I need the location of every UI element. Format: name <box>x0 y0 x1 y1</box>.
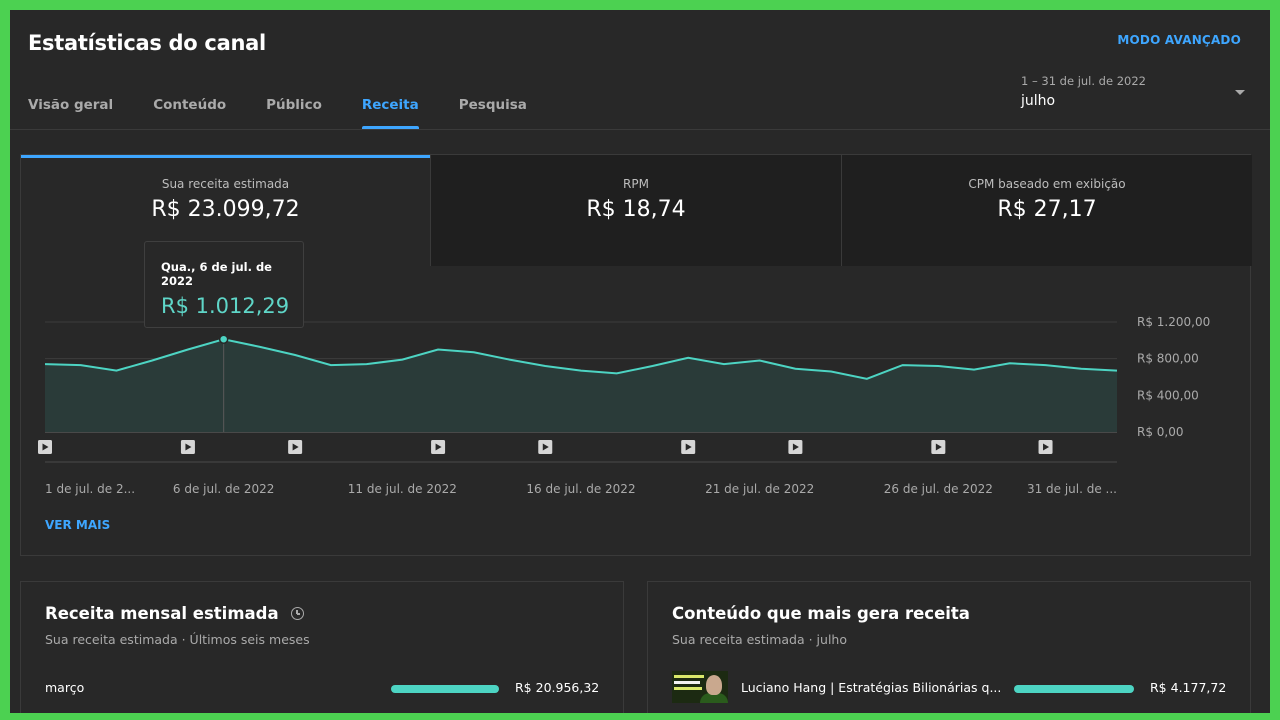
video-marker-icon[interactable] <box>1038 440 1053 454</box>
x-tick-label: 6 de jul. de 2022 <box>173 482 275 496</box>
month-revenue-value: R$ 20.956,32 <box>515 680 600 695</box>
x-tick-label: 31 de jul. de ... <box>1027 482 1117 496</box>
metric-label: CPM baseado em exibição <box>968 177 1126 191</box>
see-more-link[interactable]: VER MAIS <box>45 518 111 532</box>
y-tick-label: R$ 400,00 <box>1137 388 1199 402</box>
tab-content[interactable]: Conteúdo <box>153 97 227 113</box>
month-label: março <box>45 680 85 695</box>
caret-down-icon <box>1235 90 1245 95</box>
monthly-revenue-title-text: Receita mensal estimada <box>45 604 279 623</box>
video-thumbnail[interactable] <box>672 671 728 703</box>
monthly-revenue-card: Receita mensal estimada Sua receita esti… <box>20 581 624 713</box>
revenue-line-chart[interactable]: R$ 1.200,00 R$ 800,00 R$ 400,00 R$ 0,00 1 de… <box>21 266 1250 506</box>
y-tick-label: R$ 1.200,00 <box>1137 315 1210 329</box>
video-marker-icon[interactable] <box>681 440 696 454</box>
clock-icon[interactable] <box>290 607 304 620</box>
video-marker-icon[interactable] <box>788 440 803 454</box>
video-marker-icon[interactable] <box>931 440 946 454</box>
video-marker-icon[interactable] <box>431 440 446 454</box>
metric-label: Sua receita estimada <box>161 177 290 191</box>
page-title: Estatísticas do canal <box>28 31 266 55</box>
tab-research[interactable]: Pesquisa <box>458 97 527 113</box>
metric-label: RPM <box>623 177 649 191</box>
tooltip-value: R$ 1.012,29 <box>161 294 290 318</box>
x-tick-label: 26 de jul. de 2022 <box>884 482 993 496</box>
x-tick-label: 21 de jul. de 2022 <box>705 482 814 496</box>
video-marker-icon[interactable] <box>38 440 52 454</box>
metric-cpm[interactable]: CPM baseado em exibição R$ 27,17 <box>842 155 1252 266</box>
highlight-point <box>218 334 229 344</box>
top-content-title: Conteúdo que mais gera receita <box>672 604 970 623</box>
video-marker-icon[interactable] <box>180 440 195 454</box>
tab-audience[interactable]: Público <box>266 97 322 113</box>
header-divider <box>10 129 1270 130</box>
series-area <box>45 339 1117 432</box>
y-tick-label: R$ 0,00 <box>1137 425 1184 439</box>
video-marker-icon[interactable] <box>538 440 553 454</box>
metric-value: R$ 27,17 <box>997 197 1097 222</box>
metric-rpm[interactable]: RPM R$ 18,74 <box>431 155 842 266</box>
video-revenue-value: R$ 4.177,72 <box>1150 680 1227 695</box>
x-tick-label: 16 de jul. de 2022 <box>526 482 635 496</box>
metric-value: R$ 18,74 <box>586 197 686 222</box>
video-marker-icon[interactable] <box>288 440 303 454</box>
x-tick-label: 1 de jul. de 2... <box>45 482 135 496</box>
y-tick-label: R$ 800,00 <box>1137 352 1199 366</box>
advanced-mode-link[interactable]: MODO AVANÇADO <box>1117 33 1241 47</box>
period-selector[interactable]: 1 – 31 de jul. de 2022 julho <box>1021 74 1253 114</box>
metric-value: R$ 23.099,72 <box>151 197 300 222</box>
tab-overview[interactable]: Visão geral <box>28 97 114 113</box>
period-label: julho <box>1021 93 1056 109</box>
chart-tooltip: Qua., 6 de jul. de 2022 R$ 1.012,29 <box>144 241 304 328</box>
revenue-chart-card: Sua receita estimada R$ 23.099,72 RPM R$… <box>20 154 1252 556</box>
top-content-subtitle: Sua receita estimada · julho <box>672 632 847 647</box>
tab-revenue[interactable]: Receita <box>361 88 419 130</box>
month-revenue-bar <box>391 685 499 693</box>
monthly-revenue-subtitle: Sua receita estimada · Últimos seis mese… <box>45 632 310 647</box>
period-range: 1 – 31 de jul. de 2022 <box>1021 74 1146 88</box>
monthly-revenue-title: Receita mensal estimada <box>45 604 304 623</box>
analytics-page: Estatísticas do canal MODO AVANÇADO Visã… <box>10 10 1270 713</box>
top-content-card: Conteúdo que mais gera receita Sua recei… <box>647 581 1251 713</box>
video-revenue-bar <box>1014 685 1134 693</box>
tooltip-date: Qua., 6 de jul. de 2022 <box>161 260 272 288</box>
tab-bar: Visão geral Conteúdo Público Receita Pes… <box>28 88 567 130</box>
video-title[interactable]: Luciano Hang | Estratégias Bilionárias q… <box>741 680 1002 695</box>
x-tick-label: 11 de jul. de 2022 <box>348 482 457 496</box>
